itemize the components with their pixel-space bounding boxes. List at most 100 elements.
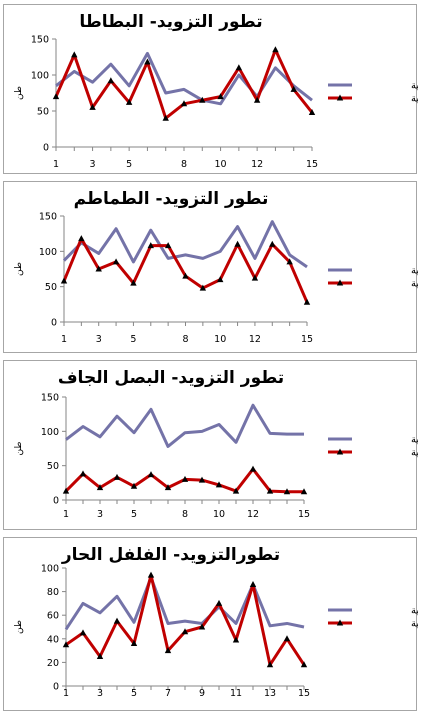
- legend-marker: [336, 619, 344, 626]
- y-tick-label: 20: [47, 658, 59, 669]
- data-point-marker: [62, 487, 70, 494]
- y-axis-label: طن: [14, 620, 24, 634]
- x-tick-label: 15: [301, 334, 313, 345]
- data-point-marker: [96, 484, 104, 491]
- y-tick-label: 50: [45, 282, 57, 293]
- data-point-marker: [147, 471, 155, 478]
- y-tick-label: 50: [37, 107, 49, 118]
- data-point-marker: [78, 235, 85, 242]
- x-tick-label: 13: [264, 688, 276, 699]
- legend-label-2017: 2017 الكمية: [411, 94, 418, 105]
- data-point-marker: [164, 647, 172, 654]
- x-tick-label: 10: [215, 159, 227, 170]
- x-tick-label: 12: [251, 159, 263, 170]
- series-line-2016: [62, 220, 308, 269]
- data-point-marker: [308, 108, 316, 115]
- data-point-marker: [147, 242, 154, 249]
- legend-marker: [336, 448, 344, 455]
- chart-panel-tomato: تطور التزويد- الطماطم 0 50 100 150 1 3 5 8 10 12 15…: [3, 181, 418, 353]
- x-tick-label: 10: [213, 509, 225, 520]
- x-tick-label: 3: [97, 688, 103, 699]
- legend-label-2017: 2017 الكمية: [411, 279, 418, 290]
- chart-panel-potato: تطور التزويد- البطاطا 0 50 100 150 1 3 5 8 10 12 15…: [3, 4, 418, 174]
- y-axis-label: طن: [14, 262, 24, 276]
- legend-label-2016: 2016 الكمية: [411, 266, 418, 277]
- y-tick-label: 60: [47, 611, 59, 622]
- data-point-marker: [113, 473, 121, 480]
- data-point-marker: [130, 279, 137, 286]
- data-point-marker: [95, 265, 102, 272]
- series-line-2016: [64, 575, 305, 631]
- data-point-marker: [300, 661, 308, 668]
- chart-title: تطور التزويد- الطماطم: [74, 189, 269, 209]
- data-point-marker: [266, 487, 274, 494]
- y-tick-label: 100: [39, 247, 57, 258]
- y-axis-label: طن: [14, 86, 24, 100]
- x-tick-label: 15: [298, 509, 310, 520]
- data-point-marker: [235, 64, 243, 71]
- x-tick-label: 5: [130, 334, 136, 345]
- data-point-marker: [79, 629, 87, 636]
- y-tick-label: 50: [47, 461, 59, 472]
- x-tick-label: 15: [306, 159, 318, 170]
- x-tick-label: 3: [96, 334, 102, 345]
- data-point-marker: [112, 258, 120, 265]
- x-tick-label: 12: [249, 334, 261, 345]
- x-tick-label: 10: [214, 334, 226, 345]
- data-point-marker: [89, 103, 96, 110]
- data-point-marker: [303, 298, 311, 305]
- x-tick-label: 8: [182, 334, 188, 345]
- data-point-marker: [60, 277, 68, 284]
- data-point-marker: [217, 276, 224, 283]
- data-point-marker: [283, 488, 291, 495]
- x-tick-label: 1: [53, 159, 59, 170]
- y-tick-label: 100: [41, 427, 59, 438]
- x-tick-label: 1: [61, 334, 67, 345]
- chart-svg-potato: تطور التزويد- البطاطا 0 50 100 150 1 3 5 8 10 12 15…: [14, 12, 418, 170]
- series-line-2016: [55, 51, 313, 106]
- data-point-marker: [199, 284, 207, 291]
- data-point-marker: [96, 653, 104, 659]
- data-point-marker: [290, 85, 297, 92]
- data-point-marker: [198, 476, 206, 483]
- data-point-marker: [272, 46, 279, 53]
- data-point-marker: [180, 100, 188, 107]
- x-tick-label: 1: [63, 509, 69, 520]
- legend-label-2017: 2017 الكمية: [411, 448, 418, 459]
- y-tick-label: 0: [53, 682, 59, 693]
- x-tick-label: 7: [165, 688, 171, 699]
- x-tick-label: 1: [63, 688, 69, 699]
- data-point-marker: [62, 641, 70, 648]
- data-point-marker: [71, 51, 78, 58]
- chart-title: تطورالتزويد- الفلفل الحار: [61, 545, 280, 565]
- data-point-marker: [144, 58, 151, 65]
- x-tick-label: 8: [181, 159, 187, 170]
- y-tick-label: 40: [47, 634, 59, 645]
- data-point-marker: [300, 488, 308, 495]
- data-point-marker: [251, 274, 259, 281]
- x-tick-label: 5: [126, 159, 132, 170]
- data-point-marker: [107, 77, 115, 84]
- y-tick-label: 150: [41, 393, 59, 404]
- data-point-marker: [253, 96, 261, 103]
- data-point-marker: [249, 581, 257, 588]
- y-tick-label: 150: [39, 212, 57, 223]
- x-tick-label: 5: [131, 509, 137, 520]
- legend-label-2016: 2016 الكمية: [411, 81, 418, 92]
- data-point-marker: [113, 617, 121, 624]
- data-point-marker: [52, 93, 60, 100]
- data-point-marker: [249, 465, 257, 472]
- chart-title: تطور التزويد- البصل الجاف: [58, 368, 284, 388]
- data-point-marker: [125, 98, 133, 105]
- data-point-marker: [130, 640, 138, 647]
- chart-svg-tomato: تطور التزويد- الطماطم 0 50 100 150 1 3 5 8 10 12 15…: [14, 189, 418, 345]
- data-point-marker: [182, 272, 189, 279]
- x-tick-label: 11: [230, 688, 242, 699]
- series-line-2016: [65, 403, 304, 448]
- y-tick-label: 0: [53, 496, 59, 507]
- data-point-marker: [232, 487, 240, 494]
- y-tick-label: 80: [47, 587, 59, 598]
- legend-label-2016: 2016 الكمية: [411, 435, 418, 446]
- data-point-marker: [164, 484, 172, 491]
